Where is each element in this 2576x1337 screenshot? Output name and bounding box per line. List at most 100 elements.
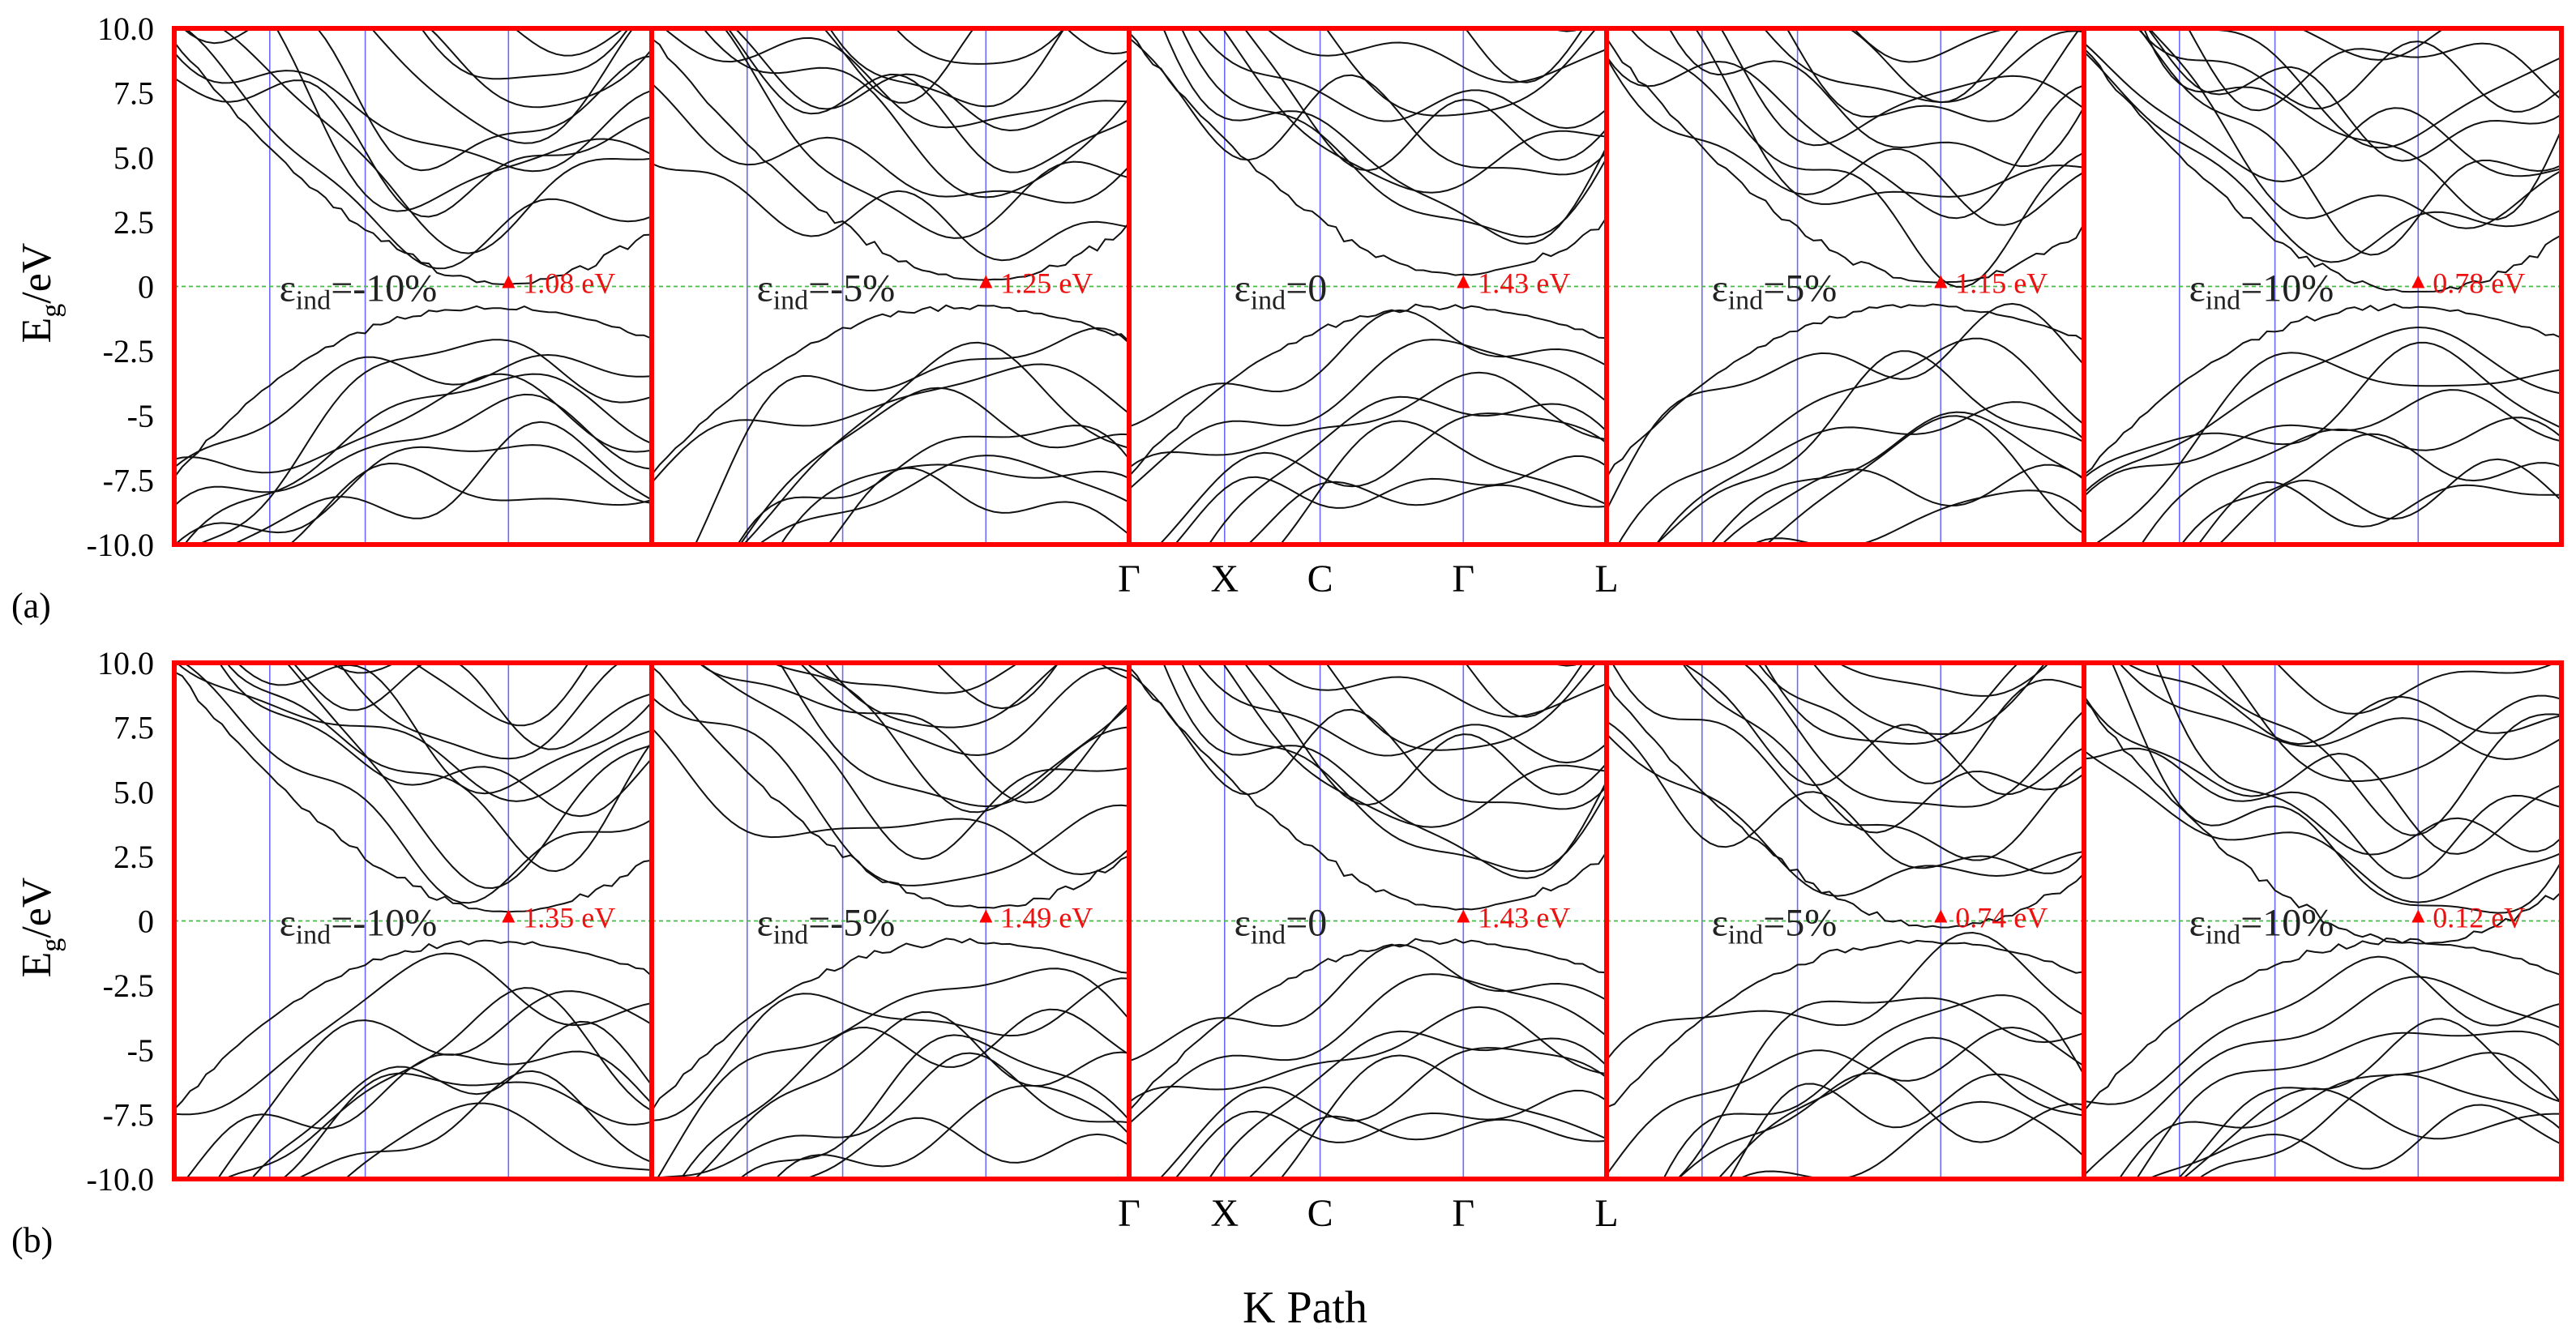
- conduction-band-line: [2137, 28, 2561, 113]
- y-tick-label: -2.5: [103, 333, 154, 369]
- k-path-label: Γ: [1118, 557, 1140, 600]
- valence-band-line: [1720, 463, 2084, 545]
- valence-band-line: [2084, 937, 2561, 1112]
- valence-band-line: [742, 341, 1129, 545]
- valence-band-line: [827, 467, 1129, 545]
- conduction-band-line: [513, 28, 626, 57]
- conduction-band-line: [2084, 51, 2561, 263]
- conduction-band-line: [652, 83, 1129, 204]
- valence-band-line: [1129, 938, 1607, 1112]
- valence-band-line: [1617, 337, 2084, 545]
- valence-band-line: [693, 1010, 1129, 1179]
- conduction-band-line: [1742, 663, 2084, 808]
- y-tick-label: -5: [127, 398, 154, 434]
- conduction-band-line: [1324, 663, 1598, 751]
- valence-band-line: [174, 305, 652, 478]
- conduction-band-line: [770, 663, 1129, 814]
- conduction-band-line: [1129, 672, 1607, 810]
- valence-band-line: [1676, 1072, 2084, 1179]
- conduction-band-line: [2111, 663, 2561, 914]
- conduction-band-line: [2188, 663, 2561, 836]
- valence-band-line: [1247, 481, 1607, 545]
- conduction-band-line: [1812, 663, 2047, 736]
- subplot-plot-area: [1129, 28, 1607, 545]
- conduction-band-line: [236, 663, 652, 795]
- valence-band-line: [288, 462, 652, 545]
- k-path-label: C: [1307, 557, 1333, 600]
- conduction-band-line: [1607, 733, 2084, 897]
- valence-band-line: [2197, 481, 2561, 545]
- panel-label: (a): [11, 586, 51, 626]
- conduction-band-line: [2084, 695, 2561, 855]
- y-tick-label: 10.0: [97, 645, 154, 681]
- y-tick-label: 2.5: [113, 204, 154, 241]
- conduction-band-line: [1264, 663, 1607, 718]
- conduction-band-line: [2155, 663, 2561, 856]
- conduction-band-line: [2084, 42, 2561, 183]
- conduction-band-line: [285, 663, 652, 890]
- x-axis-label: K Path: [1243, 1283, 1367, 1333]
- subplot-plot-area: [174, 663, 652, 1179]
- valence-band-line: [2140, 416, 2561, 545]
- conduction-band-line: [798, 663, 1129, 757]
- conduction-band-line: [734, 28, 1129, 132]
- valence-band-line: [2180, 433, 2561, 545]
- gap-marker: [2411, 909, 2425, 923]
- conduction-band-line: [220, 28, 652, 254]
- valence-band-line: [1607, 931, 2084, 1061]
- valence-band-line: [231, 421, 652, 545]
- valence-band-line: [2180, 1087, 2561, 1179]
- gap-marker: [1934, 275, 1948, 288]
- conduction-band-line: [805, 663, 1129, 694]
- valence-band-line: [679, 1008, 1129, 1179]
- conduction-band-line: [1243, 663, 1607, 806]
- y-tick-label: 5.0: [113, 774, 154, 810]
- y-axis-label: Eg/eV: [14, 243, 66, 344]
- strain-label: εind=-10%: [280, 267, 438, 316]
- conduction-band-line: [175, 663, 652, 802]
- conduction-band-line: [428, 28, 652, 109]
- valence-band-line: [216, 990, 652, 1179]
- subplot: εind=-5% 1.49 eV: [649, 660, 1132, 1181]
- y-tick-label: -5: [127, 1032, 154, 1069]
- valence-band-line: [1765, 415, 2084, 545]
- y-tick-label: -2.5: [103, 968, 154, 1004]
- valence-band-line: [1654, 401, 2084, 545]
- k-path-label: X: [1210, 557, 1239, 600]
- y-axis-label: Eg/eV: [14, 878, 66, 978]
- conduction-band-line: [1681, 663, 2084, 796]
- y-tick-label: 2.5: [113, 839, 154, 875]
- subplot: εind=10% 0.12 eV: [2082, 660, 2564, 1181]
- conduction-band-line: [778, 663, 1129, 808]
- subplot: εind=0 1.43 eV: [1127, 660, 1609, 1181]
- conduction-band-line: [1162, 28, 1607, 245]
- valence-band-line: [1607, 939, 2084, 1108]
- conduction-band-line: [1763, 663, 2084, 745]
- gap-marker: [502, 275, 516, 288]
- k-path-label: Γ: [1118, 1192, 1140, 1235]
- valence-band-line: [1654, 350, 2084, 545]
- subplot-plot-area: [1607, 663, 2084, 1179]
- valence-band-line: [1751, 489, 2084, 545]
- conduction-band-line: [2117, 663, 2561, 761]
- strain-label: εind=5%: [1712, 267, 1838, 316]
- strain-label: εind=-10%: [280, 902, 438, 950]
- gap-marker: [1934, 909, 1948, 923]
- valence-band-line: [1174, 455, 1607, 545]
- conduction-band-line: [1196, 663, 1607, 764]
- valence-band-line: [652, 363, 1129, 484]
- valence-band-line: [183, 373, 652, 545]
- conduction-band-line: [1762, 28, 2084, 104]
- valence-band-line: [757, 455, 1129, 545]
- valence-band-line: [779, 463, 1129, 545]
- strain-label: εind=0: [1235, 902, 1328, 950]
- valence-band-line: [196, 339, 652, 545]
- valence-band-line: [774, 1084, 1129, 1179]
- conduction-band-line: [1681, 663, 2084, 834]
- conduction-band-line: [1129, 666, 1607, 911]
- valence-band-line: [174, 353, 652, 468]
- strain-label: εind=0: [1235, 267, 1328, 316]
- y-tick-label: 0: [138, 903, 154, 940]
- conduction-band-line: [2084, 747, 2561, 879]
